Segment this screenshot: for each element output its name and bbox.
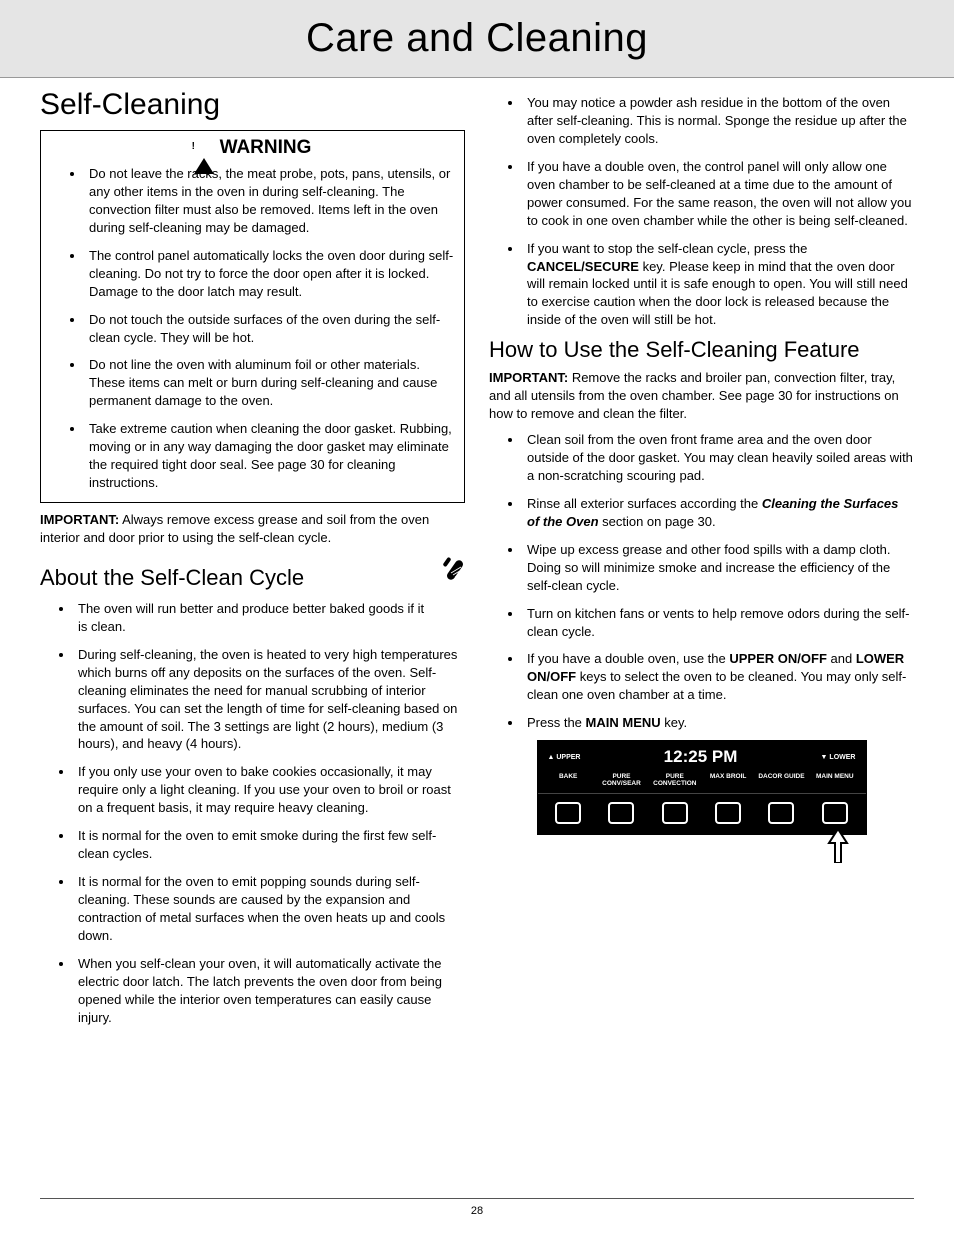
howto-item: Clean soil from the oven front frame are… <box>523 431 914 485</box>
warning-item: Do not touch the outside surfaces of the… <box>85 311 454 347</box>
howto-item: If you have a double oven, use the UPPER… <box>523 650 914 704</box>
howto-item: Rinse all exterior surfaces according th… <box>523 495 914 531</box>
panel-label-pure-convsear: PURE CONV/SEAR <box>596 773 647 787</box>
howto-item: Turn on kitchen fans or vents to help re… <box>523 605 914 641</box>
warning-item: Do not line the oven with aluminum foil … <box>85 356 454 410</box>
upper-indicator: ▲ UPPER <box>548 754 581 761</box>
page-number: 28 <box>471 1205 483 1217</box>
about-item: It is normal for the oven to emit poppin… <box>74 873 465 945</box>
about-list: The oven will run better and produce bet… <box>40 600 465 1027</box>
about-item: If you only use your oven to bake cookie… <box>74 763 465 817</box>
text: keys to select the oven to be cleaned. Y… <box>527 669 906 702</box>
warning-item: Take extreme caution when cleaning the d… <box>85 420 454 492</box>
pointer-wrap <box>537 835 867 865</box>
panel-button <box>555 802 581 824</box>
control-panel: ▲ UPPER 12:25 PM ▼ LOWER BAKE PURE CONV/… <box>537 740 867 835</box>
panel-label-max-broil: MAX BROIL <box>703 773 754 787</box>
oven-mitt-icon <box>425 555 465 600</box>
warning-item: Do not leave the racks, the meat probe, … <box>85 165 454 237</box>
howto-item: Wipe up excess grease and other food spi… <box>523 541 914 595</box>
main-menu-key: MAIN MENU <box>586 715 661 730</box>
text: If you have a double oven, use the <box>527 651 729 666</box>
panel-buttons-row <box>538 794 866 834</box>
control-panel-figure: ▲ UPPER 12:25 PM ▼ LOWER BAKE PURE CONV/… <box>489 740 914 875</box>
text: Press the <box>527 715 586 730</box>
panel-button <box>715 802 741 824</box>
pointer-arrow-icon <box>827 829 849 868</box>
important-label: IMPORTANT: <box>40 512 119 527</box>
cancel-secure-key: CANCEL/SECURE <box>527 259 639 274</box>
panel-top-row: ▲ UPPER 12:25 PM ▼ LOWER <box>538 741 866 769</box>
about-item: The oven will run better and produce bet… <box>74 600 465 636</box>
panel-label-main-menu: MAIN MENU <box>809 773 860 787</box>
warning-triangle-icon: ! <box>194 137 214 159</box>
right-column: You may notice a powder ash residue in t… <box>489 88 914 1027</box>
panel-button-main-menu <box>822 802 848 824</box>
panel-button <box>608 802 634 824</box>
upper-onoff-key: UPPER ON/OFF <box>729 651 827 666</box>
about-item: During self-cleaning, the oven is heated… <box>74 646 465 754</box>
text: and <box>827 651 856 666</box>
howto-heading: How to Use the Self-Cleaning Feature <box>489 337 914 363</box>
page-title: Care and Cleaning <box>306 16 648 61</box>
left-column: Self-Cleaning ! WARNING Do not leave the… <box>40 88 465 1027</box>
about-item: When you self-clean your oven, it will a… <box>74 955 465 1027</box>
panel-button <box>662 802 688 824</box>
lower-indicator: ▼ LOWER <box>821 754 856 761</box>
text: If you want to stop the self-clean cycle… <box>527 241 807 256</box>
page-header: Care and Cleaning <box>0 0 954 78</box>
howto-item: Press the MAIN MENU key. <box>523 714 914 732</box>
howto-list: Clean soil from the oven front frame are… <box>489 431 914 732</box>
panel-button <box>768 802 794 824</box>
text: section on page 30. <box>599 514 716 529</box>
about-heading: About the Self-Clean Cycle <box>40 565 304 591</box>
continuation-list: You may notice a powder ash residue in t… <box>489 94 914 329</box>
page-footer: 28 <box>40 1198 914 1217</box>
panel-label-dacor-guide: DACOR GUIDE <box>756 773 807 787</box>
important-label: IMPORTANT: <box>489 370 568 385</box>
warning-item: The control panel automatically locks th… <box>85 247 454 301</box>
important-note: IMPORTANT: Always remove excess grease a… <box>40 511 465 547</box>
self-cleaning-heading: Self-Cleaning <box>40 88 465 122</box>
list-item: If you have a double oven, the control p… <box>523 158 914 230</box>
panel-labels-row: BAKE PURE CONV/SEAR PURE CONVECTION MAX … <box>538 769 866 794</box>
about-heading-row: About the Self-Clean Cycle <box>40 555 465 600</box>
text: key. <box>661 715 688 730</box>
content-columns: Self-Cleaning ! WARNING Do not leave the… <box>0 78 954 1027</box>
warning-title: ! WARNING <box>51 137 454 159</box>
warning-label-text: WARNING <box>220 137 312 159</box>
panel-label-bake: BAKE <box>543 773 594 787</box>
text: Rinse all exterior surfaces according th… <box>527 496 762 511</box>
panel-label-pure-convection: PURE CONVECTION <box>649 773 700 787</box>
panel-time: 12:25 PM <box>664 747 738 767</box>
howto-important: IMPORTANT: Remove the racks and broiler … <box>489 369 914 423</box>
about-item: It is normal for the oven to emit smoke … <box>74 827 465 863</box>
warning-box: ! WARNING Do not leave the racks, the me… <box>40 130 465 503</box>
list-item: If you want to stop the self-clean cycle… <box>523 240 914 330</box>
warning-list: Do not leave the racks, the meat probe, … <box>51 165 454 492</box>
list-item: You may notice a powder ash residue in t… <box>523 94 914 148</box>
